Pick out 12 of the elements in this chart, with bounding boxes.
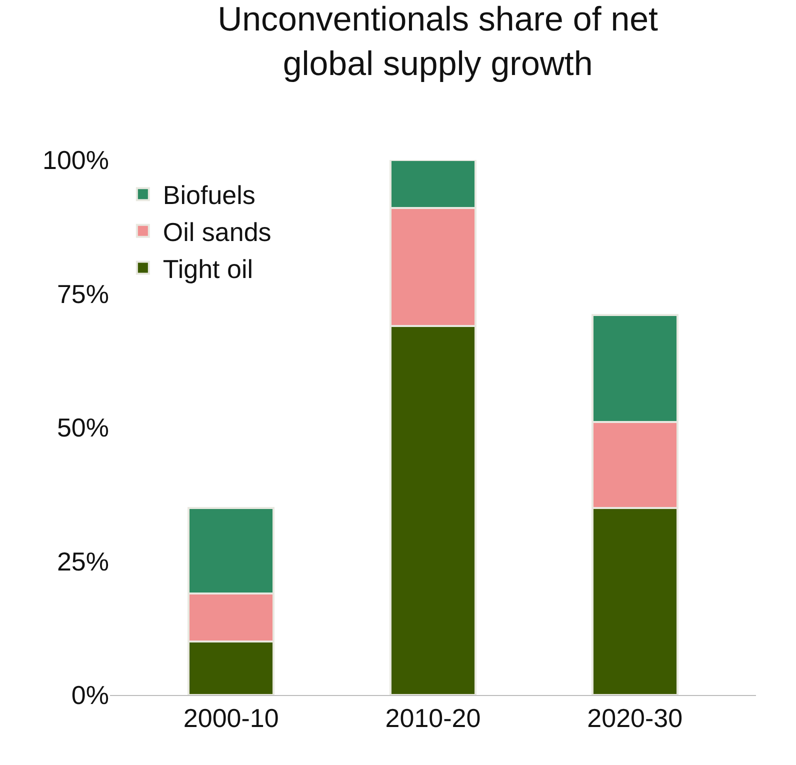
x-tick-label: 2020-30: [587, 703, 683, 734]
y-tick-label: 50%: [56, 412, 109, 443]
legend-label: Tight oil: [162, 254, 253, 284]
x-tick-label: 2010-20: [385, 703, 481, 734]
y-tick-label: 100%: [42, 145, 109, 176]
legend-label: Biofuels: [162, 180, 256, 210]
legend-label: Oil sands: [162, 217, 272, 248]
chart-title: Unconventionals share of net global supply growth: [218, 0, 659, 83]
y-tick-label: 0%: [71, 680, 109, 710]
x-tick-label: 2000-10: [183, 703, 279, 734]
y-tick-label: 25%: [56, 546, 109, 576]
y-tick-label: 75%: [56, 278, 109, 309]
